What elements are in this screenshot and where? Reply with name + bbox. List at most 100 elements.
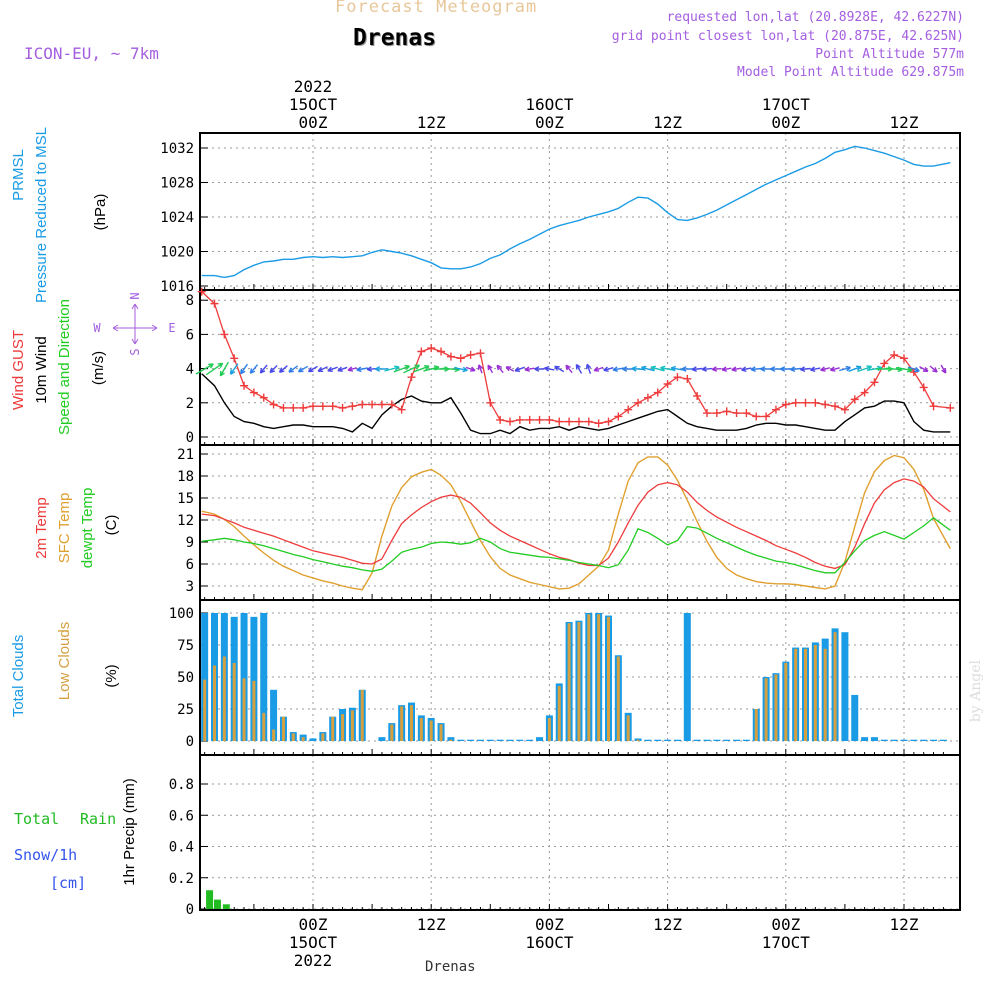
wind-arrow-shaft xyxy=(347,366,357,372)
wind-arrow xyxy=(524,366,535,372)
y-tick-label: 4 xyxy=(186,362,194,378)
wind-arrow xyxy=(240,363,248,375)
top-time-label: 12Z xyxy=(417,113,446,132)
wind-arrow xyxy=(593,366,604,372)
gust-marker xyxy=(771,405,780,414)
gust-marker xyxy=(624,405,633,414)
low-cloud-bar xyxy=(360,689,364,741)
gust-marker xyxy=(850,395,859,404)
wind-arrow-shaft xyxy=(524,366,535,372)
compass-ns-arrow xyxy=(131,303,139,345)
wind-arrow xyxy=(721,366,732,372)
low-cloud-bar xyxy=(301,737,305,741)
wind-arrow xyxy=(585,363,592,374)
gust-marker xyxy=(860,388,869,397)
total-cloud-bar xyxy=(516,739,524,741)
prmsl-label: PRMSL xyxy=(10,149,27,201)
wind-arrow xyxy=(219,361,230,377)
wind-arrow xyxy=(780,366,792,372)
total-cloud-bar xyxy=(467,739,475,741)
top-time-label: 00Z xyxy=(299,113,328,132)
temp-2m-line xyxy=(201,478,951,570)
wind-arrow xyxy=(487,364,494,374)
wind-arrow xyxy=(820,366,830,372)
gust-marker xyxy=(722,407,731,416)
low-cloud-bar xyxy=(419,717,423,741)
gust-marker xyxy=(791,398,800,407)
total-cloud-bar xyxy=(476,739,484,741)
wind-arrow-shaft xyxy=(413,365,430,373)
wind-arrow-shaft xyxy=(288,365,299,373)
wind-arrow xyxy=(544,366,555,372)
wind-10m-label: 10m Wind xyxy=(33,336,50,404)
total-cloud-bar xyxy=(250,616,258,741)
low-cloud-bar xyxy=(449,739,453,741)
total-cloud-bar xyxy=(664,739,672,741)
wind-arrow-shaft xyxy=(505,366,515,372)
compass-south: S xyxy=(128,348,142,355)
y-tick-label: 1016 xyxy=(160,279,194,295)
wind-arrow-shaft xyxy=(384,365,400,372)
wind-arrow xyxy=(278,365,288,373)
gust-marker xyxy=(574,417,583,426)
wind-arrow xyxy=(297,365,309,373)
bottom-time-label: 12Z xyxy=(890,915,919,934)
total-cloud-bar xyxy=(496,739,504,741)
gust-marker xyxy=(377,400,386,409)
total-cloud-bar xyxy=(201,613,209,741)
y-tick-label: 6 xyxy=(186,327,194,343)
y-tick-label: 12 xyxy=(177,513,194,529)
y-tick-label: 0 xyxy=(186,902,194,918)
wind-arrow-shaft xyxy=(799,366,811,372)
rain-bar xyxy=(222,904,230,909)
low-cloud-bar xyxy=(823,648,827,741)
gust-marker xyxy=(831,402,840,411)
gust-marker xyxy=(240,381,249,390)
rain-bar xyxy=(206,890,214,909)
low-cloud-bar xyxy=(774,674,778,741)
wind-arrow xyxy=(384,365,400,372)
total-cloud-bar xyxy=(910,739,918,741)
temp-2m-label: 2m Temp xyxy=(33,497,50,558)
wind-arrow-shaft xyxy=(641,365,655,372)
total-cloud-bar xyxy=(447,737,455,741)
wind-arrow-shaft xyxy=(317,366,328,372)
wind-arrow-shaft xyxy=(195,363,214,375)
bottom-time-label: 12Z xyxy=(653,915,682,934)
low-cloud-bar xyxy=(281,716,285,741)
wind-arrow xyxy=(403,364,421,374)
y-tick-label: 2 xyxy=(186,396,194,412)
low-cloud-bar xyxy=(252,680,256,741)
wind-arrow-shaft xyxy=(612,366,624,372)
gust-marker xyxy=(811,398,820,407)
wind-arrow-shaft xyxy=(593,366,604,372)
y-tick-label: 0.6 xyxy=(169,808,194,824)
wind-arrow-shaft xyxy=(585,363,592,374)
gust-marker xyxy=(643,393,652,402)
wind-unit-label: (m/s) xyxy=(90,351,107,385)
total-cloud-bar xyxy=(890,739,898,741)
y-tick-label: 18 xyxy=(177,469,194,485)
gust-marker xyxy=(515,415,524,424)
footer-location: Drenas xyxy=(425,959,476,975)
top-time-label: 00Z xyxy=(535,113,564,132)
wind-arrow xyxy=(205,362,224,376)
gust-marker xyxy=(880,359,889,368)
wind-arrow xyxy=(477,364,483,374)
total-cloud-bar xyxy=(939,739,947,741)
total-cloud-bar xyxy=(703,739,711,741)
gust-marker xyxy=(437,347,446,356)
gust-marker xyxy=(683,374,692,383)
bottom-time-label: 17OCT xyxy=(762,933,811,952)
total-cloud-bar xyxy=(861,737,869,741)
wind-arrow-shaft xyxy=(940,364,947,374)
pressure-msl-label: Pressure Reduced to MSL xyxy=(33,127,50,303)
wind-arrow-shaft xyxy=(554,365,565,373)
gust-marker xyxy=(584,417,593,426)
low-cloud-bar xyxy=(833,632,837,741)
low-cloud-bar xyxy=(636,739,640,741)
wind-arrow-shaft xyxy=(487,364,494,374)
wind-arrow-shaft xyxy=(750,366,762,372)
y-tick-label: 21 xyxy=(177,447,194,463)
wind-arrow-shaft xyxy=(465,366,476,372)
